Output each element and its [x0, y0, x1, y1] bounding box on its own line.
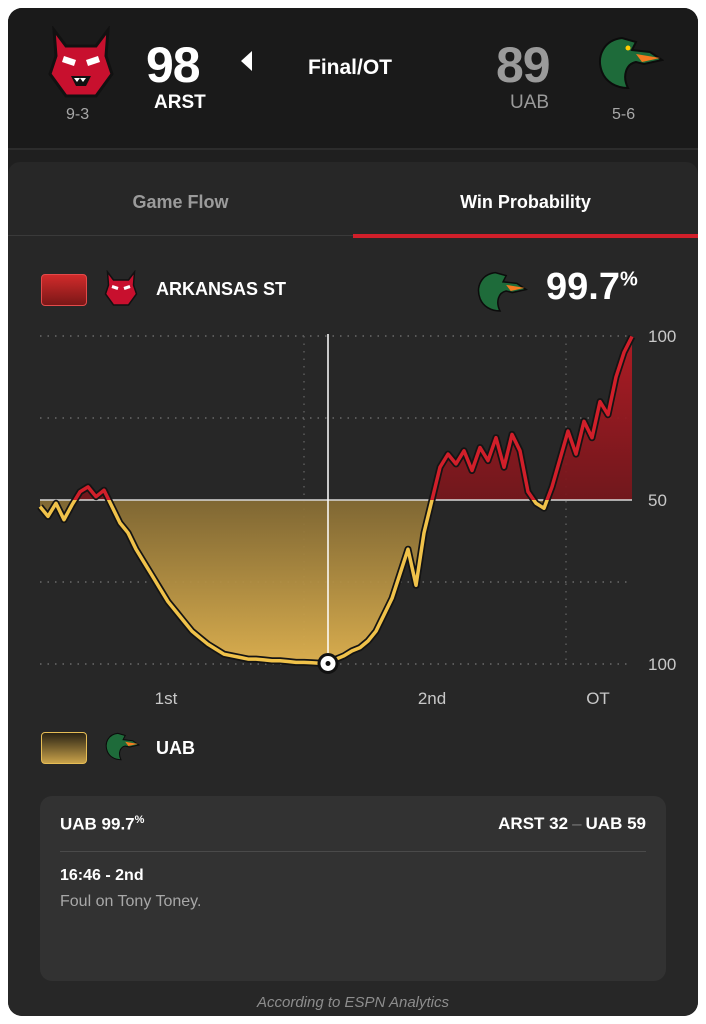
x-axis-label: 1st [155, 689, 178, 708]
win-probability-card: 98 ARST 9-3 Final/OT 89 UAB 5-6 Game Flo… [8, 8, 698, 1016]
current-win-probability: 99.7% [546, 266, 638, 308]
green-dragon-logo-legend [105, 732, 140, 761]
home-score: 98 [146, 37, 201, 93]
win-probability-chart[interactable]: 100 50 100 1st 2nd OT [8, 312, 698, 712]
scoreboard-header: 98 ARST 9-3 Final/OT 89 UAB 5-6 [8, 8, 698, 148]
active-tab-indicator [353, 234, 698, 238]
chart-panel: Game Flow Win Probability ARKANSAS ST 99… [8, 162, 698, 1016]
y-axis-label: 100 [648, 327, 676, 346]
leader-probability: UAB 99.7% [60, 814, 145, 834]
game-status: Final/OT [308, 56, 392, 79]
info-divider [60, 851, 646, 852]
y-axis-label: 100 [648, 655, 676, 674]
footer-attribution: According to ESPN Analytics [256, 994, 450, 1011]
red-wolf-logo-small [104, 270, 138, 306]
away-color-swatch [41, 732, 87, 764]
away-record: 5-6 [612, 106, 636, 123]
play-description: Foul on Tony Toney. [60, 893, 202, 910]
home-team-name: ARKANSAS ST [156, 279, 287, 299]
play-info-box: UAB 99.7% ARST 32– UAB 59 16:46 - 2nd Fou… [40, 796, 666, 981]
x-axis-label: 2nd [418, 689, 446, 708]
away-abbr: UAB [510, 92, 550, 113]
green-dragon-logo[interactable] [592, 32, 664, 92]
red-wolf-logo[interactable] [46, 26, 116, 98]
y-axis-label: 50 [648, 491, 667, 510]
home-color-swatch [41, 274, 87, 306]
x-axis-label: OT [586, 689, 610, 708]
left-arrow-icon [241, 51, 252, 71]
away-team-name: UAB [156, 738, 195, 758]
score-at-play: ARST 32– UAB 59 [498, 814, 646, 833]
home-record: 9-3 [66, 106, 90, 123]
header-divider [8, 148, 698, 150]
play-time: 16:46 - 2nd [60, 867, 144, 884]
tab-win-probability[interactable]: Win Probability [460, 192, 591, 212]
home-probability-line [72, 335, 634, 500]
away-score: 89 [496, 37, 551, 93]
home-abbr: ARST [154, 92, 206, 113]
green-dragon-logo-small [477, 271, 528, 312]
tab-game-flow[interactable]: Game Flow [132, 192, 229, 212]
scrubber-handle-dot [325, 661, 331, 667]
